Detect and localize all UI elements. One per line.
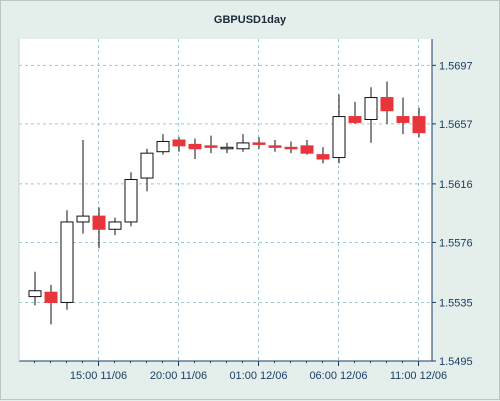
candle-body-up	[108, 221, 122, 230]
chart-title: GBPUSD1day	[214, 14, 287, 26]
x-tick-label: 01:00 12/06	[229, 370, 287, 382]
candle-body-up	[28, 290, 42, 298]
candle	[252, 137, 266, 149]
candle	[300, 139, 314, 155]
candle	[284, 141, 298, 154]
candle	[220, 142, 234, 154]
candle	[316, 147, 330, 164]
candle-body-up	[156, 140, 170, 153]
candle-body-up	[332, 116, 346, 159]
axes: 1.5697 1.5657 1.5616 1.5576 1.5535 1.5495 15:0…	[18, 39, 473, 382]
candle	[204, 135, 218, 154]
candle-body-down	[92, 215, 106, 230]
candle	[60, 210, 74, 310]
candle-body-up	[236, 142, 250, 150]
candle	[156, 134, 170, 155]
candle-body-up	[124, 179, 138, 223]
candle	[108, 217, 122, 236]
y-tick-label: 1.5495	[439, 356, 473, 368]
y-tick-label: 1.5657	[439, 119, 473, 131]
y-tick-label: 1.5576	[439, 237, 473, 249]
candle-body-down	[396, 116, 410, 123]
candle-body-up	[364, 97, 378, 121]
candle-body-down	[348, 116, 362, 123]
x-tick-label: 11:00 12/06	[390, 370, 447, 382]
plot-area	[19, 39, 432, 361]
y-tick-label: 1.5697	[439, 60, 473, 72]
candle-body-down	[172, 139, 186, 147]
candle-body-up	[76, 215, 90, 223]
candle	[380, 81, 394, 124]
candle	[332, 94, 346, 164]
candle-body-down	[284, 146, 298, 150]
candle	[172, 137, 186, 152]
candle-body-down	[204, 145, 218, 148]
candle	[268, 139, 282, 152]
candle	[76, 139, 90, 234]
candle-body-down	[316, 154, 330, 160]
y-tick-label: 1.5535	[439, 297, 473, 309]
candle-body-down	[300, 145, 314, 154]
candle	[188, 138, 202, 160]
candle-body-down	[252, 142, 266, 145]
candle-body-down	[188, 143, 202, 150]
x-tick-label: 20:00 11/06	[150, 370, 207, 382]
candle	[236, 134, 250, 152]
candle	[364, 87, 378, 143]
candle	[28, 271, 42, 306]
candle	[348, 101, 362, 124]
candle-body-up	[140, 152, 154, 179]
candle	[92, 207, 106, 249]
candle-body-up	[220, 146, 234, 150]
x-tick-label: 06:00 12/06	[309, 370, 367, 382]
candle-body-up	[60, 221, 74, 303]
x-tick-label: 15:00 11/06	[70, 370, 127, 382]
candle	[44, 284, 58, 325]
candle-body-down	[412, 116, 426, 134]
candle	[396, 97, 410, 135]
candle	[124, 172, 138, 227]
candle	[412, 107, 426, 138]
candle-body-down	[380, 97, 394, 112]
y-tick-label: 1.5616	[439, 179, 473, 191]
candles	[28, 81, 426, 325]
candle-body-down	[268, 145, 282, 148]
candle-body-down	[44, 291, 58, 303]
candle	[140, 148, 154, 192]
